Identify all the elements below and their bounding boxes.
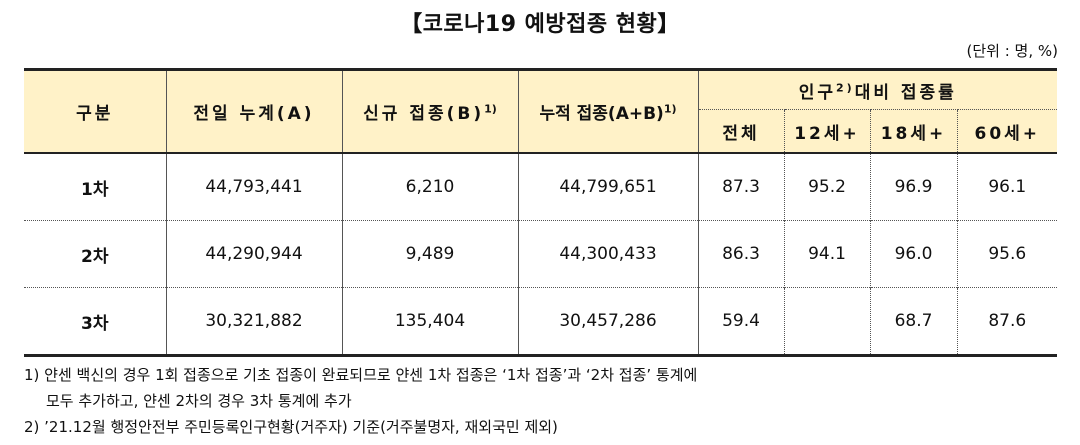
unit-label: (단위 : 명, %)	[966, 42, 1058, 60]
cell-age60: 95.6	[956, 220, 1058, 288]
cell-age60: 87.6	[956, 287, 1058, 356]
header-cumulative-sup: 1)	[663, 102, 677, 116]
header-cumulative: 누적 접종(A+B)1)	[517, 69, 698, 153]
cell-new: 135,404	[341, 287, 518, 356]
cell-age12	[783, 287, 870, 356]
cell-cumulative: 44,300,433	[517, 220, 698, 288]
row-label: 2차	[24, 220, 166, 288]
cell-age18: 96.0	[869, 220, 957, 288]
table-body: 1차 44,793,441 6,210 44,799,651 87.3 95.2…	[24, 153, 1058, 356]
cell-total: 59.4	[697, 287, 784, 356]
cell-cumulative: 30,457,286	[517, 287, 698, 356]
table-header: 구분 전일 누계(A) 신규 접종(B)1) 누적 접종(A+B)1) 인구2)…	[24, 69, 1058, 153]
cell-age18: 68.7	[869, 287, 957, 356]
header-sub-age60: 60세+	[956, 109, 1058, 153]
header-new-vaccination-sup: 1)	[484, 102, 497, 116]
footnote-1-line-1: 1) 얀센 백신의 경우 1회 접종으로 기초 접종이 완료되므로 얀센 1차 …	[24, 366, 698, 384]
header-ratio-group: 인구2)대비 접종률	[697, 69, 1058, 110]
page-title: 【코로나19 예방접종 현황】	[400, 12, 680, 37]
footnote-1-line-2: 모두 추가하고, 얀센 2차의 경우 3차 통계에 추가	[46, 392, 352, 410]
vaccination-table: 구분 전일 누계(A) 신규 접종(B)1) 누적 접종(A+B)1) 인구2)…	[24, 68, 1058, 357]
cell-age12: 94.1	[783, 220, 870, 288]
cell-age18: 96.9	[869, 153, 957, 221]
header-new-vaccination: 신규 접종(B)1)	[341, 69, 518, 153]
cell-age12: 95.2	[783, 153, 870, 221]
header-prev-cumulative: 전일 누계(A)	[165, 69, 342, 153]
footnote-2: 2) ’21.12월 행정안전부 주민등록인구현황(거주자) 기준(거주불명자,…	[24, 418, 558, 436]
header-cumulative-text: 누적 접종(A+B)	[539, 104, 664, 124]
header-sub-total: 전체	[697, 109, 784, 153]
header-sub-age18: 18세+	[869, 109, 957, 153]
cell-prev: 44,290,944	[165, 220, 342, 288]
header-ratio-post: 대비 접종률	[854, 82, 957, 103]
cell-total: 86.3	[697, 220, 784, 288]
table-row: 2차 44,290,944 9,489 44,300,433 86.3 94.1…	[24, 220, 1058, 288]
cell-new: 6,210	[341, 153, 518, 221]
table-row: 3차 30,321,882 135,404 30,457,286 59.4 68…	[24, 287, 1058, 356]
cell-total: 87.3	[697, 153, 784, 221]
header-sub-age12: 12세+	[783, 109, 870, 153]
table-row: 1차 44,793,441 6,210 44,799,651 87.3 95.2…	[24, 153, 1058, 221]
footnotes: 1) 얀센 백신의 경우 1회 접종으로 기초 접종이 완료되므로 얀센 1차 …	[24, 362, 697, 440]
cell-cumulative: 44,799,651	[517, 153, 698, 221]
header-ratio-sup: 2)	[836, 80, 855, 94]
row-label: 3차	[24, 287, 166, 356]
header-category: 구분	[24, 69, 166, 153]
header-new-vaccination-text: 신규 접종(B)	[363, 104, 485, 124]
cell-age60: 96.1	[956, 153, 1058, 221]
cell-prev: 30,321,882	[165, 287, 342, 356]
cell-new: 9,489	[341, 220, 518, 288]
row-label: 1차	[81, 179, 109, 200]
cell-prev: 44,793,441	[165, 153, 342, 221]
header-ratio-pre: 인구	[798, 82, 836, 103]
